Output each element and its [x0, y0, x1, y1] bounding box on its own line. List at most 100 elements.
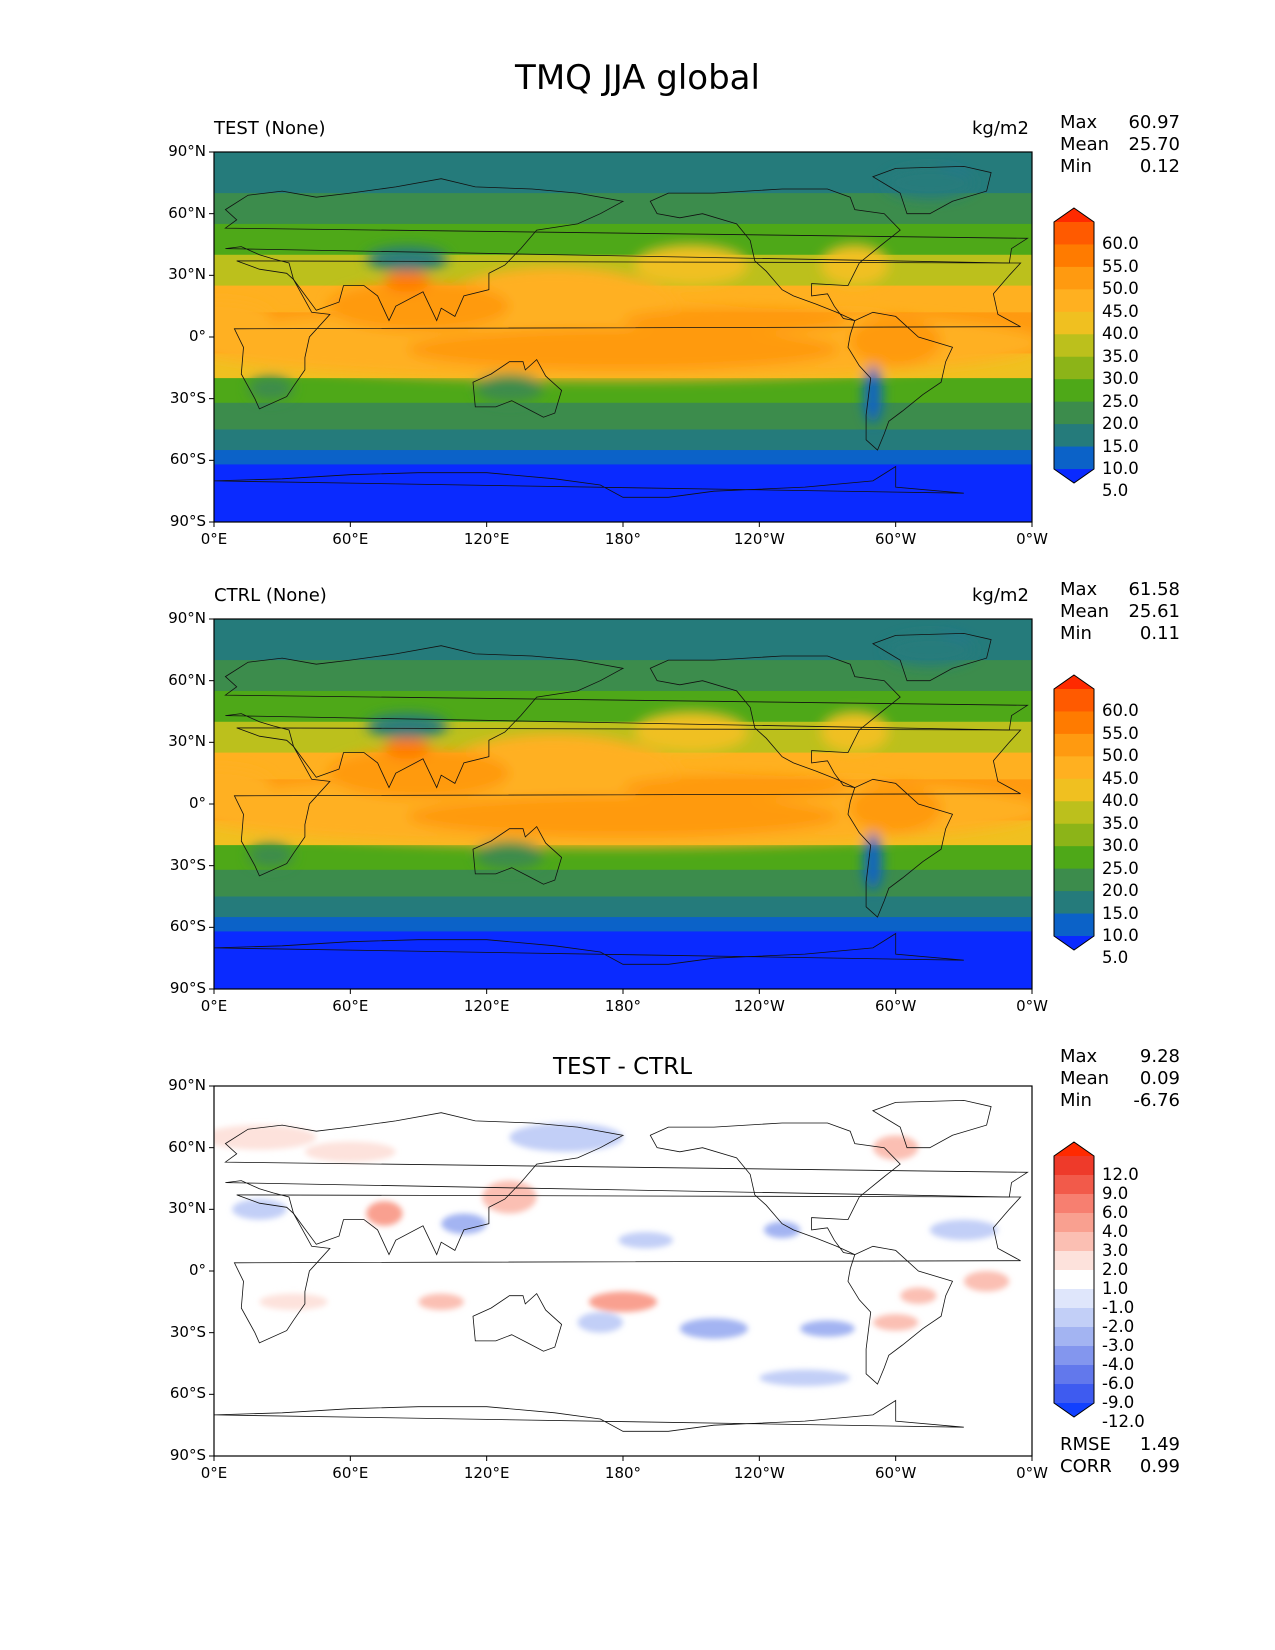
anomaly-patch	[304, 1141, 396, 1163]
contour-band	[214, 845, 1032, 871]
colorbar-tick-label: 45.0	[1102, 768, 1139, 788]
colorbar-tick-label: 60.0	[1102, 701, 1139, 721]
lon-tick-label: 60°W	[874, 997, 917, 1015]
anomaly-patch	[963, 1271, 1010, 1292]
contour-band	[214, 193, 1032, 225]
colorbar-top-extend	[1054, 675, 1094, 689]
stat-mean-value: 25.70	[1128, 134, 1180, 155]
stat-rmse-value: 1.49	[1139, 1434, 1180, 1455]
colorbar-tick-label: 2.0	[1102, 1260, 1129, 1279]
anomaly-patch	[482, 1180, 537, 1214]
contour-band	[214, 869, 1032, 898]
colorbar-tick-label: -12.0	[1102, 1412, 1145, 1431]
contour-patch	[475, 841, 544, 870]
colorbar	[1053, 207, 1095, 484]
coastline	[871, 632, 992, 682]
colorbar-tick-label: 60.0	[1102, 234, 1139, 254]
stat-min-value: 0.11	[1139, 623, 1180, 644]
colorbar-segment	[1054, 1251, 1094, 1271]
colorbar-tick-label: 10.0	[1102, 926, 1139, 945]
colorbar-segment	[1054, 1384, 1094, 1404]
contour-patch	[248, 376, 294, 401]
lat-tick-label: 30°N	[168, 732, 206, 751]
colorbar-tick-label: 25.0	[1102, 391, 1139, 411]
lat-tick-label: 0°	[188, 327, 206, 345]
lat-tick-label: 90°N	[168, 609, 206, 627]
colorbar-segment	[1054, 311, 1094, 335]
colorbar-tick-label: 55.0	[1102, 256, 1139, 276]
contour-patch	[407, 795, 839, 837]
lat-tick-label: 60°S	[169, 917, 206, 936]
colorbar-top-extend	[1054, 208, 1094, 222]
colorbar-outline	[1053, 207, 1095, 484]
colorbar-tick-label: -6.0	[1102, 1374, 1135, 1393]
colorbar-segment	[1054, 1194, 1094, 1214]
lat-tick-label: 60°N	[168, 670, 206, 689]
coastline	[649, 655, 901, 788]
contour-patch	[366, 246, 449, 272]
anomaly-patch	[588, 1291, 658, 1313]
lon-tick-label: 120°E	[463, 997, 510, 1015]
contour-patch	[327, 281, 510, 331]
stat-min-label: Min	[1060, 156, 1092, 177]
contour-patch	[214, 334, 226, 352]
colorbar-tick-label: 50.0	[1102, 746, 1139, 766]
anomaly-patch	[232, 1199, 287, 1220]
contour-band	[214, 450, 1032, 466]
colorbar-tick-label: 35.0	[1102, 813, 1139, 833]
coastline	[871, 1099, 992, 1149]
map-svg	[209, 151, 1095, 527]
contour-patch	[634, 244, 748, 286]
contour-band	[214, 660, 1032, 692]
contour-patch	[214, 300, 271, 333]
stat-mean-label: Mean	[1060, 134, 1110, 155]
map-svg	[209, 1085, 1095, 1461]
colorbar-tick-label: 15.0	[1102, 903, 1139, 923]
coastline	[214, 1399, 964, 1432]
lon-tick-label: 120°E	[463, 1464, 510, 1482]
colorbar-tick-label: 30.0	[1102, 369, 1139, 389]
stat-max-value: 60.97	[1128, 112, 1180, 133]
colorbar-segment	[1054, 1308, 1094, 1328]
colorbar-segment	[1054, 266, 1094, 290]
contour-patch	[850, 783, 942, 833]
stat-max-label: Max	[1060, 579, 1098, 600]
contour-patch	[214, 767, 271, 800]
colorbar-tick-label: 30.0	[1102, 836, 1139, 856]
coastline	[847, 311, 954, 451]
contour-patch	[820, 711, 889, 753]
colorbar-segment	[1054, 1327, 1094, 1347]
units-label: kg/m2	[972, 118, 1029, 139]
colorbar-tick-label: -2.0	[1102, 1317, 1135, 1336]
stat-corr-label: CORR	[1060, 1456, 1112, 1477]
colorbar-outline	[1053, 1141, 1095, 1418]
colorbar	[1053, 1141, 1095, 1418]
colorbar-tick-label: 35.0	[1102, 346, 1139, 366]
colorbar-tick-label: -9.0	[1102, 1393, 1135, 1412]
stat-corr-value: 0.99	[1139, 1456, 1180, 1477]
colorbar-segment	[1054, 1232, 1094, 1252]
anomaly-patch	[577, 1312, 623, 1333]
coastline	[649, 188, 901, 321]
lat-tick-label: 90°N	[168, 142, 206, 160]
contour-patch	[623, 775, 851, 800]
diff-panel: TEST - CTRL Max 9.28 Mean 0.09 Min -6.76…	[0, 1044, 1275, 1504]
panel-title: TEST (None)	[214, 118, 326, 139]
coastline	[472, 1292, 563, 1352]
coastlines	[214, 165, 1029, 498]
lat-tick-label: 60°S	[169, 1384, 206, 1403]
contour-band	[214, 896, 1032, 919]
colorbar-segment	[1054, 1270, 1094, 1290]
lon-tick-label: 60°E	[332, 1464, 369, 1482]
colorbar-tick-label: 40.0	[1102, 791, 1139, 811]
colorbar-segment	[1054, 244, 1094, 268]
anomaly-patch	[509, 1123, 623, 1152]
anomaly-patch	[366, 1201, 403, 1226]
lat-tick-label: 90°S	[169, 512, 206, 530]
contour-patch	[366, 713, 449, 739]
coastline	[847, 1245, 954, 1385]
colorbar	[1053, 674, 1095, 951]
panel-title: CTRL (None)	[214, 585, 327, 606]
lon-tick-label: 0°W	[1016, 997, 1048, 1015]
colorbar-tick-label: -3.0	[1102, 1336, 1135, 1355]
